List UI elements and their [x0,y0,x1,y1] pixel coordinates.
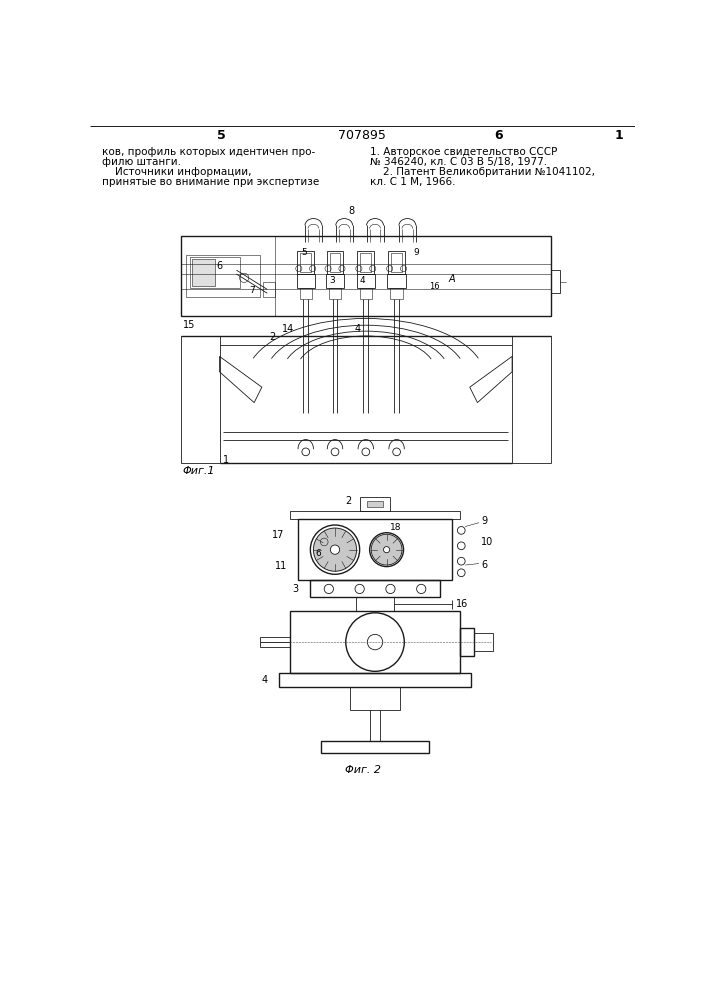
Text: 4: 4 [360,276,366,285]
Bar [259,637,291,647]
Text: 16: 16 [429,282,440,291]
Bar [187,255,259,297]
Text: кл. С 1 М, 1966.: кл. С 1 М, 1966. [370,177,455,187]
Text: № 346240, кл. С 03 В 5/18, 1977.: № 346240, кл. С 03 В 5/18, 1977. [370,157,547,167]
Bar [357,251,374,274]
Bar [291,611,460,673]
Bar [361,253,371,272]
Text: 5: 5 [301,248,307,257]
Text: 5: 5 [216,129,226,142]
Text: 707895: 707895 [338,129,386,142]
Text: принятые во внимание при экспертизе: принятые во внимание при экспертизе [102,177,319,187]
Text: 6: 6 [216,261,223,271]
Text: Источники информации,: Источники информации, [102,167,251,177]
Bar [192,259,215,286]
Text: 9: 9 [481,516,487,526]
Text: Φиг. 2: Φиг. 2 [346,765,382,775]
Bar [360,288,372,299]
Bar [310,580,440,597]
Circle shape [330,545,339,554]
Bar [356,274,375,288]
Bar [181,235,551,316]
Circle shape [313,528,356,571]
Bar [368,501,382,507]
Bar [297,251,314,274]
Text: Φиг.1: Φиг.1 [182,466,215,477]
Text: 9: 9 [414,248,419,257]
Bar [474,633,493,651]
Text: 7: 7 [250,286,255,295]
Text: 10: 10 [481,537,493,547]
Text: 3: 3 [329,276,334,285]
Bar [291,511,460,519]
Text: 2: 2 [345,496,351,506]
Bar [387,274,406,288]
Bar [361,497,390,511]
Text: 14: 14 [282,324,294,334]
Bar [321,741,429,753]
Text: филю штанги.: филю штанги. [102,157,181,167]
Text: 6: 6 [494,129,503,142]
Text: 1. Авторское свидетельство СССР: 1. Авторское свидетельство СССР [370,147,557,157]
Circle shape [383,547,390,553]
Text: 4: 4 [262,675,268,685]
Bar [300,288,312,299]
Text: 11: 11 [275,561,287,571]
Text: 4: 4 [354,324,361,334]
Text: A: A [448,274,455,284]
Bar [351,687,400,710]
Text: 2. Патент Великобритании №1041102,: 2. Патент Великобритании №1041102, [370,167,595,177]
Text: 6: 6 [315,549,321,558]
Text: 17: 17 [271,530,284,540]
Circle shape [371,534,402,565]
Text: 8: 8 [348,206,354,216]
Bar [326,274,344,288]
Text: 18: 18 [390,523,402,532]
Text: 15: 15 [182,320,195,330]
Text: ков, профиль которых идентичен про-: ков, профиль которых идентичен про- [102,147,315,157]
Text: 2: 2 [269,332,275,342]
Bar [391,253,402,272]
Bar [329,253,340,272]
Bar [388,251,405,274]
Bar [300,253,311,272]
Text: 1: 1 [223,455,230,465]
Bar [329,288,341,299]
Bar [551,270,560,293]
Bar [190,257,240,288]
Polygon shape [313,528,356,571]
Bar [512,336,551,463]
Bar [296,274,315,288]
Bar [264,282,275,297]
Text: 6: 6 [481,560,487,570]
Text: 16: 16 [456,599,468,609]
Bar [279,673,472,687]
Text: 3: 3 [293,584,299,594]
Bar [460,628,474,656]
Text: 1: 1 [615,129,624,142]
Bar [298,519,452,580]
Bar [181,336,219,463]
Bar [390,288,403,299]
Bar [356,597,395,611]
Bar [327,251,344,274]
